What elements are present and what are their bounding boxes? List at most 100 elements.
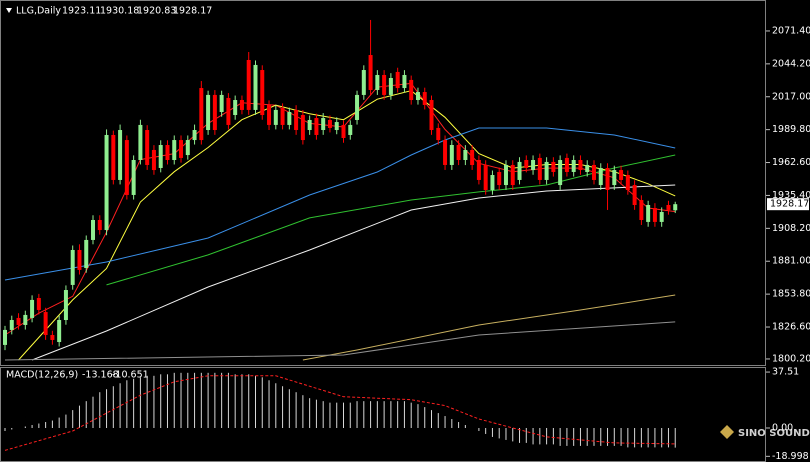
candle-body [395,71,400,89]
candle-body [497,171,502,186]
candle-body [652,208,657,222]
candle-body [558,160,563,186]
candle-body [422,92,427,105]
candle-body [443,140,448,165]
candle-body [544,161,549,180]
price-tag: 1928.17 [770,199,809,210]
candle-body [470,149,475,165]
candle-body [598,167,603,186]
last-close: 1928.17 [173,6,212,17]
y-tick-label: 1908.20 [772,223,810,234]
candle-body [632,185,637,205]
candle-body [70,249,75,285]
candle-body [16,317,21,325]
candle-body [253,64,258,110]
candle-body [280,108,285,125]
candle-body [77,249,82,270]
watermark-logo [720,425,734,439]
candle-body [118,130,123,180]
candle-body [659,212,664,222]
y-tick-label: 0.00 [772,422,793,433]
candle-body [463,149,468,161]
candle-body [91,219,96,240]
candle-body [382,74,387,95]
candle-body [388,78,393,95]
candle-body [165,145,170,161]
y-tick-label: 1826.60 [772,322,810,333]
candle-body [179,140,184,158]
candle-body [503,164,508,186]
candle-body [646,204,651,222]
signal-value: -10.651 [112,370,149,381]
candle-body [287,111,292,125]
candle-body [158,145,163,168]
candle-body [510,164,515,186]
candle-body [415,92,420,101]
y-tick-label: 37.51 [772,367,799,378]
candle-body [490,175,495,190]
candle-body [3,329,7,345]
candle-body [368,55,373,90]
candle-body [375,74,380,90]
candle-body [239,100,244,110]
candle-body [571,160,576,172]
candle-body [57,320,62,343]
candle-body [307,119,312,131]
candle-body [294,109,299,131]
candle-body [192,130,197,141]
candle-body [578,160,583,171]
price-tag-box [767,198,809,211]
macd-title: MACD(12,26,9) [6,370,78,381]
candle-body [50,335,55,340]
y-tick-label: 2071.40 [772,25,810,36]
candle-body [97,219,102,231]
y-tick-label: 1935.40 [772,190,810,201]
signal-line [4,375,676,451]
candle-body [23,314,28,325]
last-open: 1923.11 [62,6,101,17]
y-tick-label: 2017.00 [772,91,810,102]
candle-body [625,175,630,190]
candle-body [551,161,556,172]
candle-body [199,88,204,141]
candle-body [483,164,488,190]
candle-body [314,118,319,135]
symbol-title: LLG,Daily [16,6,61,17]
candle-body [185,140,190,156]
candle-body [36,297,41,310]
last-low: 1920.83 [137,6,176,17]
y-tick-label: 1989.80 [772,124,810,135]
candle-body [524,160,529,168]
candle-body [436,127,441,141]
candle-body [63,290,68,321]
y-tick-label: 1853.80 [772,289,810,300]
moving-average [4,127,676,281]
candle-body [564,157,569,172]
watermark: SINO SOUND [738,428,810,439]
candle-body [605,167,610,190]
candle-body [131,160,136,195]
candle-body [639,200,644,220]
candle-body [619,170,624,180]
candle-body [172,140,177,161]
candle-body [219,94,224,112]
candle-body [151,149,156,171]
candle-body [517,161,522,180]
candle-body [260,70,265,116]
candle-body [30,299,35,318]
candle-body [456,145,461,161]
y-tick-label: -18.998 [772,451,809,462]
moving-average [31,184,676,361]
candle-body [355,94,360,120]
candle-body [612,170,617,186]
y-tick-label: 2044.20 [772,58,810,69]
candle-body [43,312,48,336]
candle-body [673,204,678,211]
macd-value: -13.168 [82,370,119,381]
candle-body [300,115,305,141]
candle-body [476,160,481,180]
moving-average [302,294,676,361]
moving-average [4,321,676,361]
